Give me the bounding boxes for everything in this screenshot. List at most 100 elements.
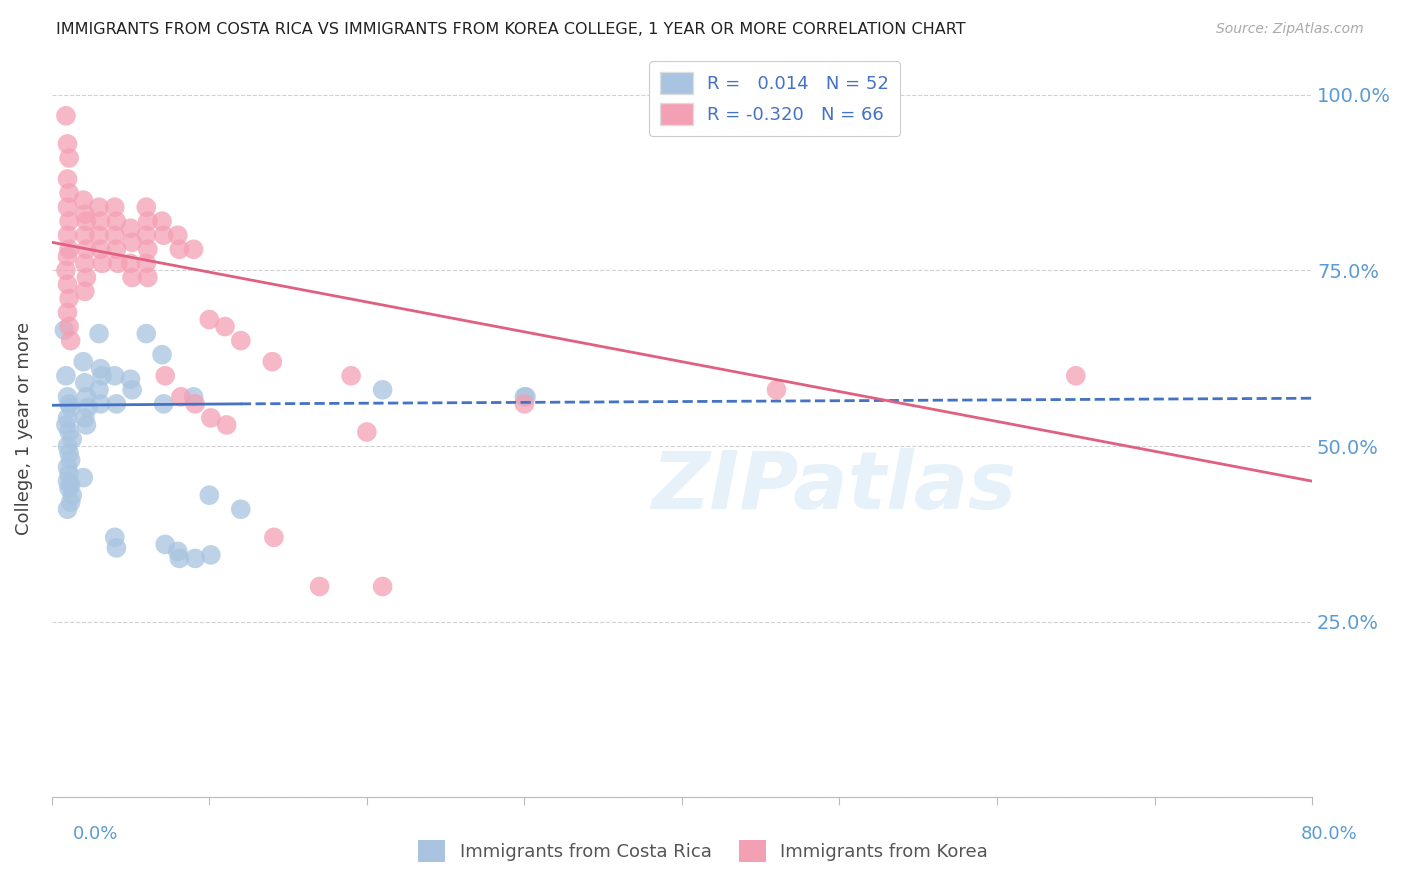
Point bbox=[121, 383, 143, 397]
Point bbox=[56, 411, 79, 425]
Point bbox=[198, 312, 221, 326]
Point bbox=[90, 242, 112, 256]
Point bbox=[104, 228, 127, 243]
Point bbox=[169, 551, 191, 566]
Point bbox=[91, 256, 114, 270]
Point bbox=[87, 200, 110, 214]
Point bbox=[308, 580, 330, 594]
Point bbox=[152, 397, 174, 411]
Point bbox=[169, 242, 191, 256]
Point bbox=[56, 502, 79, 516]
Point bbox=[371, 383, 394, 397]
Point bbox=[73, 256, 96, 270]
Point bbox=[183, 242, 205, 256]
Point bbox=[120, 372, 142, 386]
Point bbox=[200, 548, 222, 562]
Point bbox=[56, 228, 79, 243]
Point bbox=[58, 214, 80, 228]
Point bbox=[104, 530, 127, 544]
Point bbox=[75, 214, 97, 228]
Point bbox=[87, 383, 110, 397]
Point bbox=[170, 390, 193, 404]
Point bbox=[371, 580, 394, 594]
Legend: Immigrants from Costa Rica, Immigrants from Korea: Immigrants from Costa Rica, Immigrants f… bbox=[411, 833, 995, 870]
Point bbox=[153, 368, 176, 383]
Text: IMMIGRANTS FROM COSTA RICA VS IMMIGRANTS FROM KOREA COLLEGE, 1 YEAR OR MORE CORR: IMMIGRANTS FROM COSTA RICA VS IMMIGRANTS… bbox=[56, 22, 966, 37]
Point bbox=[90, 214, 112, 228]
Text: ZIPatlas: ZIPatlas bbox=[651, 449, 1015, 526]
Point bbox=[56, 439, 79, 453]
Point bbox=[73, 411, 96, 425]
Point bbox=[135, 326, 157, 341]
Point bbox=[73, 285, 96, 299]
Point bbox=[121, 270, 143, 285]
Point bbox=[55, 263, 77, 277]
Point bbox=[229, 502, 252, 516]
Point bbox=[59, 495, 82, 509]
Point bbox=[135, 256, 157, 270]
Point bbox=[60, 488, 83, 502]
Point bbox=[72, 193, 94, 207]
Point bbox=[58, 467, 80, 482]
Point bbox=[135, 228, 157, 243]
Point bbox=[105, 541, 128, 555]
Point bbox=[120, 256, 142, 270]
Point bbox=[58, 242, 80, 256]
Point bbox=[105, 397, 128, 411]
Point bbox=[765, 383, 787, 397]
Point bbox=[121, 235, 143, 250]
Point bbox=[356, 425, 378, 439]
Point bbox=[58, 292, 80, 306]
Point bbox=[87, 326, 110, 341]
Point bbox=[153, 537, 176, 551]
Point bbox=[75, 390, 97, 404]
Point bbox=[58, 397, 80, 411]
Point bbox=[73, 376, 96, 390]
Point bbox=[150, 214, 173, 228]
Point bbox=[77, 401, 100, 415]
Point bbox=[107, 256, 129, 270]
Point bbox=[152, 228, 174, 243]
Legend: R =   0.014   N = 52, R = -0.320   N = 66: R = 0.014 N = 52, R = -0.320 N = 66 bbox=[650, 62, 900, 136]
Point bbox=[150, 348, 173, 362]
Point bbox=[56, 249, 79, 263]
Point bbox=[59, 477, 82, 491]
Point bbox=[214, 319, 236, 334]
Point bbox=[229, 334, 252, 348]
Point bbox=[1064, 368, 1087, 383]
Point bbox=[72, 470, 94, 484]
Point bbox=[263, 530, 285, 544]
Point bbox=[135, 200, 157, 214]
Point bbox=[73, 207, 96, 221]
Point bbox=[72, 355, 94, 369]
Point bbox=[56, 474, 79, 488]
Point bbox=[60, 432, 83, 446]
Point bbox=[56, 390, 79, 404]
Point bbox=[136, 270, 159, 285]
Point bbox=[75, 242, 97, 256]
Point bbox=[59, 334, 82, 348]
Point bbox=[91, 368, 114, 383]
Point bbox=[56, 305, 79, 319]
Text: 80.0%: 80.0% bbox=[1301, 825, 1357, 843]
Point bbox=[58, 446, 80, 460]
Point bbox=[56, 136, 79, 151]
Point bbox=[340, 368, 363, 383]
Point bbox=[513, 390, 536, 404]
Point bbox=[120, 221, 142, 235]
Point bbox=[104, 368, 127, 383]
Point bbox=[55, 417, 77, 432]
Point bbox=[200, 411, 222, 425]
Point bbox=[53, 323, 76, 337]
Point bbox=[56, 277, 79, 292]
Point bbox=[166, 544, 188, 558]
Point bbox=[105, 242, 128, 256]
Point bbox=[59, 401, 82, 415]
Point bbox=[515, 390, 537, 404]
Point bbox=[90, 361, 112, 376]
Point bbox=[90, 397, 112, 411]
Point bbox=[87, 228, 110, 243]
Point bbox=[513, 397, 536, 411]
Point bbox=[56, 200, 79, 214]
Point bbox=[55, 368, 77, 383]
